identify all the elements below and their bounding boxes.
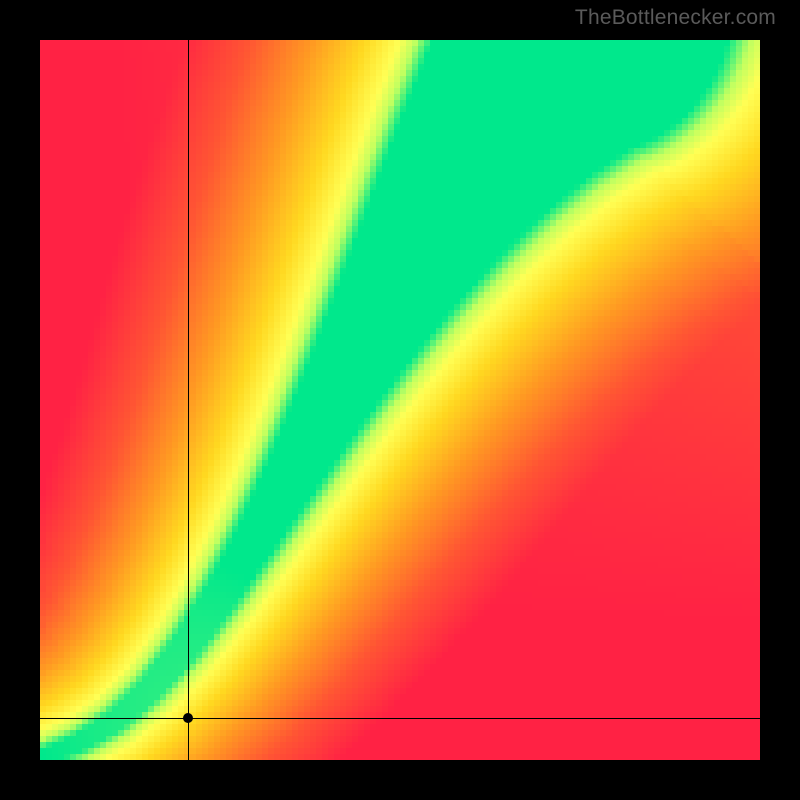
- crosshair-marker-dot: [183, 713, 193, 723]
- heatmap-canvas: [40, 40, 760, 760]
- chart-container: TheBottlenecker.com: [0, 0, 800, 800]
- crosshair-horizontal: [40, 718, 760, 719]
- attribution-text: TheBottlenecker.com: [575, 6, 776, 30]
- crosshair-vertical: [188, 40, 189, 760]
- plot-area: [40, 40, 760, 760]
